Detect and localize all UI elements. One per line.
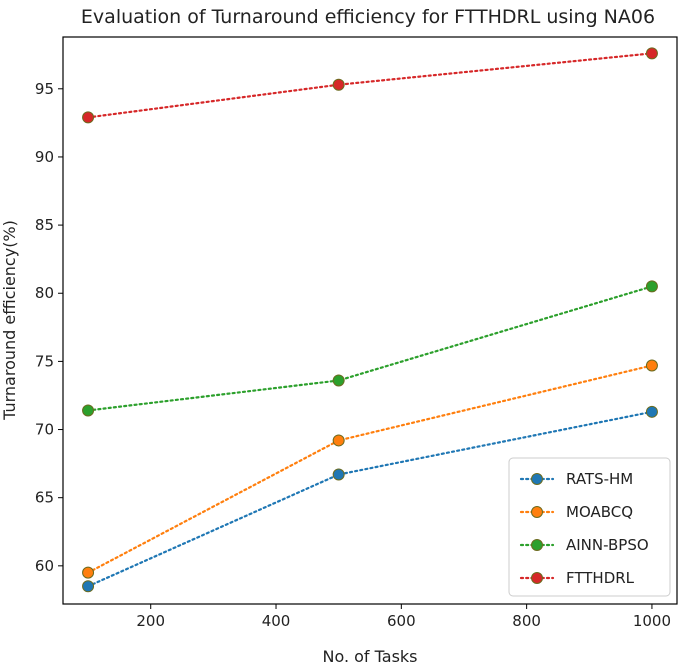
legend-label: AINN-BPSO: [566, 536, 649, 554]
data-point-moabcq: [645, 359, 658, 372]
data-point-ainn-bpso: [82, 404, 95, 417]
y-tick-label: 75: [35, 352, 54, 370]
y-tick-label: 70: [35, 421, 54, 439]
x-tick-label: 400: [262, 612, 291, 630]
y-tick-label: 80: [35, 284, 54, 302]
data-point-moabcq: [332, 434, 345, 447]
x-tick-label: 600: [387, 612, 416, 630]
y-axis-ticks: 60 65 70 75 80 85 90 95: [35, 80, 63, 575]
series-layer: [82, 47, 658, 593]
x-tick-label: 200: [136, 612, 165, 630]
y-axis-label: Turnaround efficiency(%): [0, 220, 19, 421]
data-point-rats-hm: [332, 468, 345, 481]
chart-title: Evaluation of Turnaround efficiency for …: [81, 6, 655, 28]
legend-label: FTTHDRL: [566, 569, 635, 587]
legend-marker: [531, 506, 543, 518]
x-axis-ticks: 200 400 600 800 1000: [136, 604, 671, 630]
series-line-ainn-bpso: [86, 285, 654, 412]
data-point-ftthdrl: [82, 111, 95, 124]
data-point-moabcq: [82, 566, 95, 579]
x-tick-label: 1000: [633, 612, 671, 630]
data-point-ftthdrl: [645, 47, 658, 60]
x-tick-label: 800: [512, 612, 541, 630]
legend-box: [508, 457, 671, 597]
data-point-ftthdrl: [332, 78, 345, 91]
data-point-ainn-bpso: [332, 374, 345, 387]
data-point-ainn-bpso: [645, 280, 658, 293]
y-tick-label: 60: [35, 557, 54, 575]
y-tick-label: 90: [35, 148, 54, 166]
legend-label: RATS-HM: [566, 470, 633, 488]
x-axis-label: No. of Tasks: [322, 647, 417, 666]
legend: RATS-HM MOABCQ AINN-BPSO FTTHDRL: [508, 457, 671, 597]
y-tick-label: 65: [35, 489, 54, 507]
legend-marker: [531, 572, 543, 584]
y-tick-label: 95: [35, 80, 54, 98]
series-line-ftthdrl: [86, 52, 654, 119]
legend-marker: [531, 539, 543, 551]
legend-label: MOABCQ: [566, 503, 633, 521]
data-point-rats-hm: [645, 405, 658, 418]
series-line-rats-hm: [86, 410, 654, 588]
legend-marker: [531, 473, 543, 485]
data-point-rats-hm: [82, 580, 95, 593]
plot-area-frame: [62, 36, 678, 605]
y-tick-label: 85: [35, 216, 54, 234]
